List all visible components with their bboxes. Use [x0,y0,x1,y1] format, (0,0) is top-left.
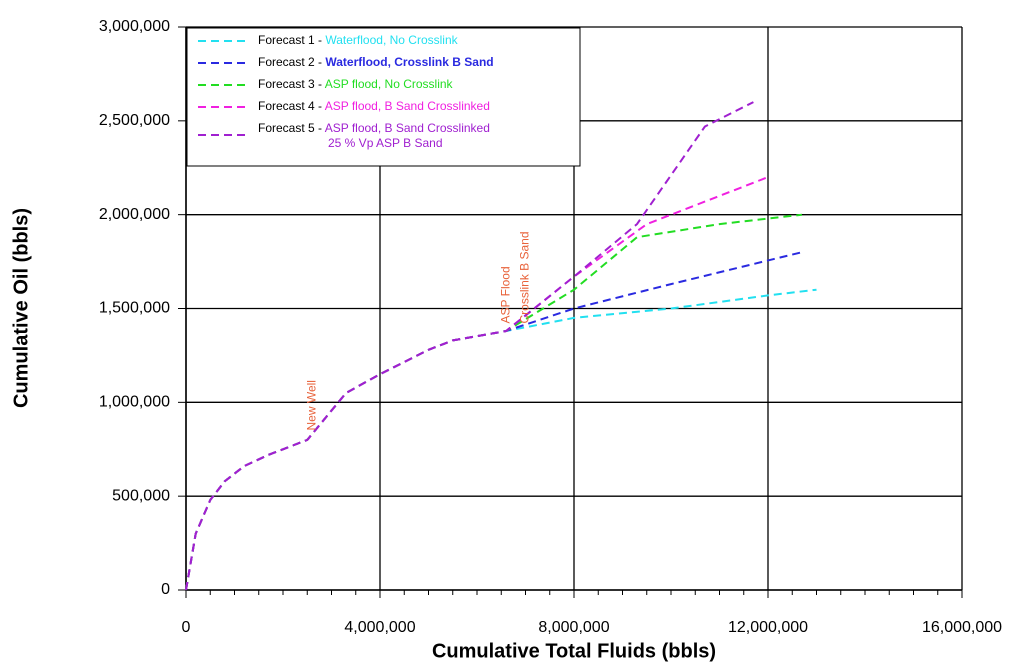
series-line [185,288,817,591]
x-tick-label: 0 [182,619,191,636]
y-tick-label: 2,500,000 [99,112,170,129]
annotation: New Well [304,380,318,430]
y-tick-label: 3,000,000 [99,18,170,35]
x-tick-label: 16,000,000 [922,619,1002,636]
annotation: Crosslink B Sand [518,231,532,323]
legend-label: Forecast 2 - Waterflood, Crosslink B San… [258,55,494,69]
series-line [185,101,754,591]
legend-label: Forecast 5 - ASP flood, B Sand Crosslink… [258,121,490,135]
y-tick-label: 2,000,000 [99,206,170,223]
y-tick-label: 500,000 [112,487,170,504]
legend-label: Forecast 4 - ASP flood, B Sand Crosslink… [258,99,490,113]
y-axis-title: Cumulative Oil (bbls) [10,208,32,408]
x-tick-label: 4,000,000 [344,619,415,636]
y-tick-label: 1,000,000 [99,394,170,411]
x-tick-label: 8,000,000 [538,619,609,636]
legend-label: Forecast 1 - Waterflood, No Crosslink [258,33,459,47]
y-tick-label: 1,500,000 [99,300,170,317]
y-tick-label: 0 [161,581,170,598]
series-line [185,176,769,591]
legend-label: Forecast 3 - ASP flood, No Crosslink [258,77,454,91]
x-axis-title: Cumulative Total Fluids (bbls) [432,640,716,662]
legend-box [186,27,581,167]
annotation: ASP Flood [498,266,512,323]
legend-label: 25 % Vp ASP B Sand [328,136,443,150]
x-tick-label: 12,000,000 [728,619,808,636]
